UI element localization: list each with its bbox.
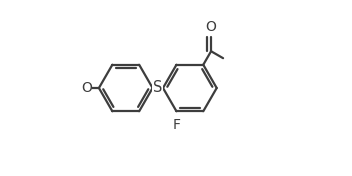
Text: S: S <box>153 80 163 96</box>
Text: F: F <box>172 118 181 132</box>
Text: O: O <box>206 20 216 34</box>
Text: O: O <box>81 81 92 95</box>
